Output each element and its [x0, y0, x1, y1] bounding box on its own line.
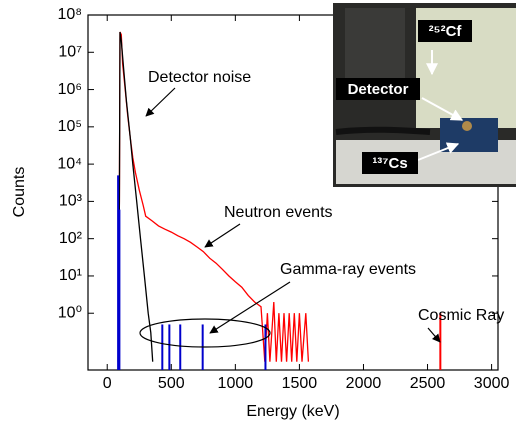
y-tick-label: 10⁴	[57, 155, 82, 172]
y-tick-label: 10⁵	[58, 118, 82, 135]
annotation-arrow	[209, 281, 291, 334]
x-tick-label: 1500	[282, 375, 318, 392]
annotation: Gamma-ray events	[280, 261, 416, 278]
plot-frame	[87, 14, 499, 371]
inset-label: ¹³⁷Cs	[372, 155, 407, 172]
x-tick-label: 500	[158, 375, 185, 392]
inset-photo: ²⁵²Cf Detector ¹³⁷Cs	[333, 3, 516, 187]
annotation-arrow	[427, 327, 441, 343]
arrow	[421, 97, 464, 121]
x-tick-label: 0	[103, 375, 112, 392]
gamma-ellipse	[139, 318, 271, 348]
x-tick-label: 2000	[346, 375, 382, 392]
y-tick-label: 10⁷	[58, 43, 82, 60]
annotation-arrow	[204, 223, 241, 248]
annotation: Neutron events	[224, 204, 333, 221]
inset-label: ²⁵²Cf	[429, 23, 463, 40]
label-box	[336, 78, 420, 100]
x-tick-label: 3000	[474, 375, 510, 392]
y-axis-label: Counts	[11, 167, 28, 218]
x-axis-label: Energy (keV)	[246, 403, 339, 420]
y-tick-label: 10⁸	[57, 6, 82, 23]
label-box	[418, 20, 472, 42]
plot-area	[117, 31, 442, 370]
data-line	[117, 31, 154, 362]
photo-shade	[345, 8, 405, 88]
y-tick-label: 10¹	[59, 267, 82, 284]
y-tick-label: 10²	[59, 230, 83, 247]
x-tick-label: 1000	[218, 375, 254, 392]
y-tick-label: 10⁶	[58, 81, 82, 98]
photo-cable	[335, 126, 431, 135]
label-box	[362, 152, 418, 174]
photo-source	[462, 121, 472, 131]
y-tick-label: 10³	[59, 193, 83, 210]
annotation-arrow	[145, 87, 176, 117]
arrow	[417, 142, 460, 161]
y-tick-label: 10⁰	[58, 304, 82, 321]
x-tick-label: 2500	[410, 375, 446, 392]
annotation: Detector noise	[148, 69, 251, 86]
annotation: Cosmic Ray	[418, 307, 504, 324]
inset-label: Detector	[348, 81, 409, 98]
